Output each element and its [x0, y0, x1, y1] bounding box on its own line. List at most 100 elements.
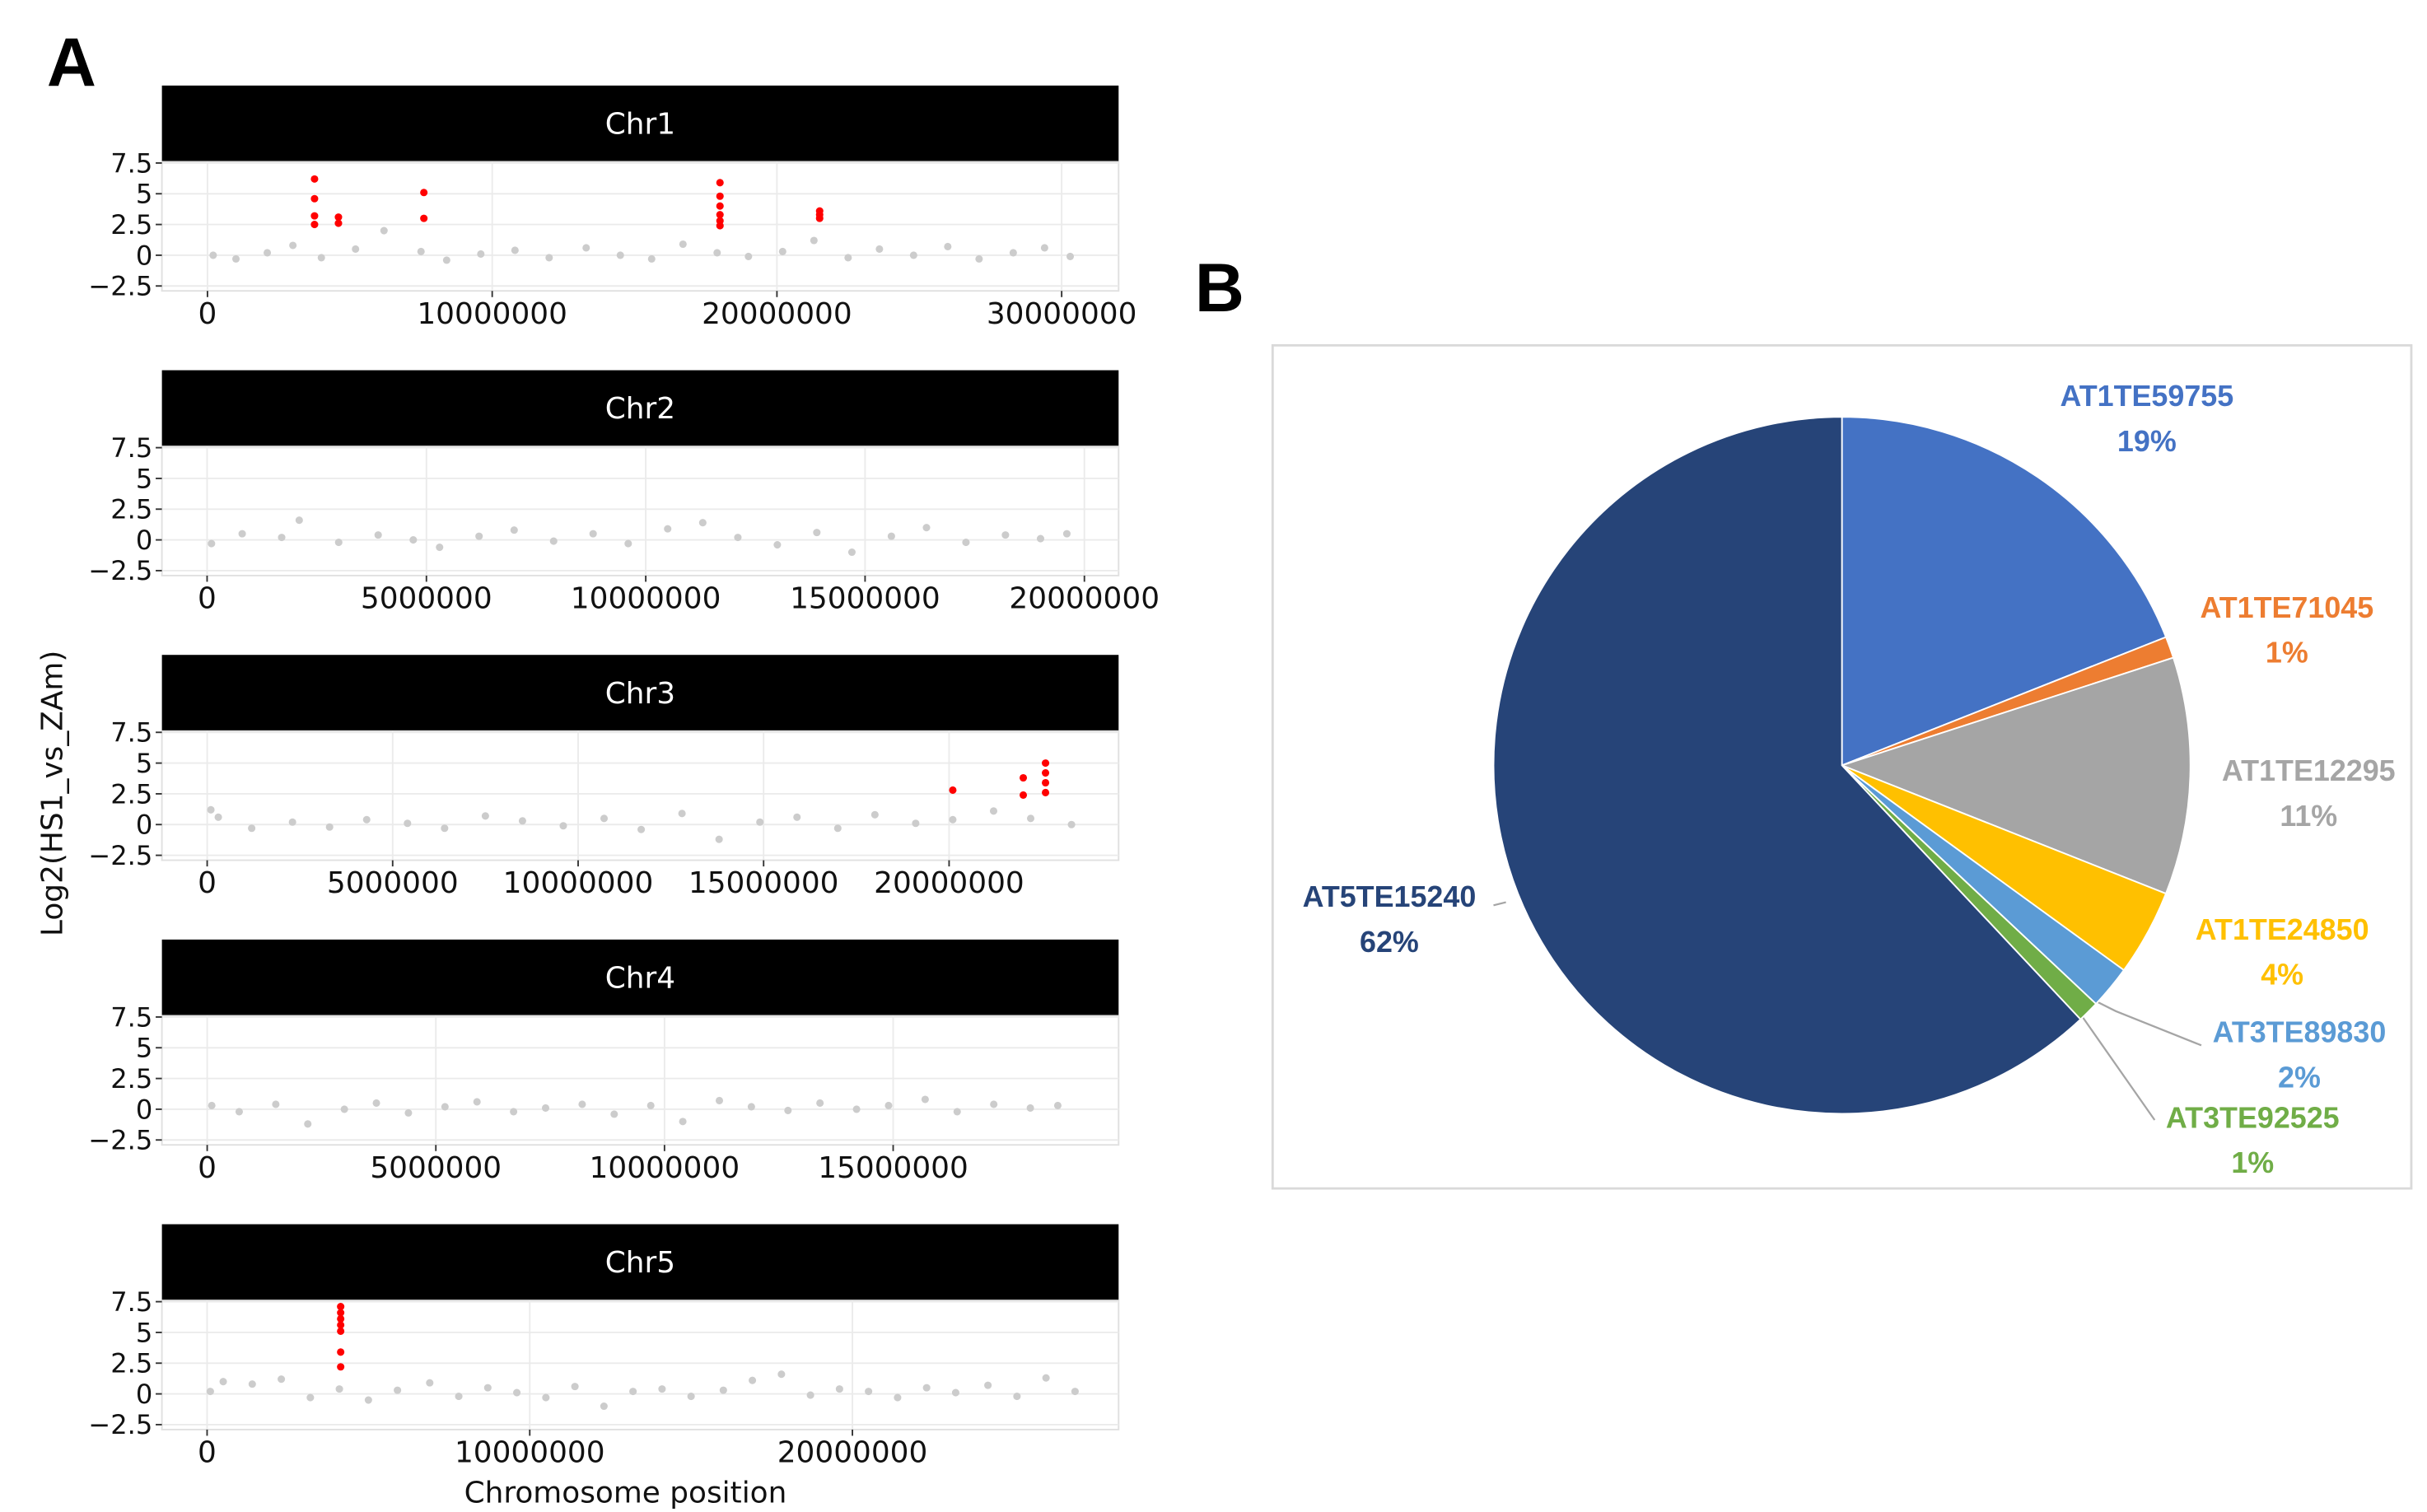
point — [404, 1108, 413, 1117]
point — [518, 817, 526, 825]
point — [716, 222, 724, 230]
point — [773, 541, 782, 549]
point — [477, 250, 485, 258]
pie-label-value: 62% — [1360, 926, 1419, 959]
point — [865, 1388, 873, 1396]
point — [989, 807, 998, 815]
point — [310, 212, 319, 220]
point — [1019, 791, 1028, 799]
point — [404, 819, 412, 828]
x-tick-label: 15000000 — [818, 1151, 968, 1185]
point — [844, 254, 852, 262]
point — [815, 214, 824, 222]
point — [616, 251, 624, 259]
point — [441, 824, 449, 833]
point — [749, 1376, 757, 1384]
point — [545, 254, 553, 262]
point — [589, 530, 597, 538]
point — [847, 548, 856, 557]
point — [417, 247, 425, 255]
point — [1062, 530, 1071, 538]
point — [436, 544, 444, 552]
pie-label-value: 1% — [2231, 1146, 2274, 1179]
point — [325, 823, 334, 831]
plot-area — [161, 1300, 1120, 1430]
point — [912, 819, 920, 828]
point — [310, 221, 319, 229]
point — [475, 532, 483, 540]
point — [483, 1384, 492, 1392]
pie-label-value: 2% — [2278, 1061, 2321, 1094]
panel-letter: A — [47, 24, 96, 100]
y-tick-label: −2.5 — [88, 1125, 152, 1156]
point — [870, 810, 879, 819]
point — [272, 1100, 280, 1108]
point — [610, 1110, 618, 1118]
point — [214, 813, 222, 821]
point — [278, 1375, 286, 1384]
pie-label-name: AT1TE12295 — [2222, 754, 2396, 787]
strip — [161, 370, 1119, 447]
point — [337, 1314, 345, 1323]
point — [778, 247, 786, 255]
point — [1042, 788, 1050, 796]
x-tick-label: 0 — [198, 582, 217, 616]
plot-area — [161, 446, 1120, 576]
point — [975, 254, 983, 263]
point — [1053, 1101, 1062, 1109]
point — [549, 537, 558, 545]
point — [1067, 820, 1076, 828]
point — [887, 532, 895, 540]
point — [582, 244, 590, 252]
point — [1042, 759, 1050, 768]
point — [624, 539, 632, 548]
point — [719, 1386, 727, 1394]
x-tick-label: 15000000 — [790, 582, 940, 616]
point — [306, 1393, 315, 1402]
point — [744, 252, 753, 260]
pie-label-name: AT1TE71045 — [2200, 591, 2373, 624]
y-tick-label: 2.5 — [110, 209, 152, 240]
strip-title: Chr3 — [605, 677, 675, 711]
point — [922, 524, 931, 532]
point — [337, 1348, 345, 1356]
pie-label-value: 4% — [2261, 959, 2303, 992]
point — [510, 526, 518, 534]
point — [658, 1385, 666, 1393]
point — [1013, 1393, 1021, 1401]
pie-label-value: 19% — [2117, 425, 2177, 458]
point — [884, 1101, 893, 1109]
point — [637, 825, 646, 833]
point — [352, 245, 360, 253]
point — [875, 245, 884, 253]
pie-label-name: AT3TE89830 — [2213, 1016, 2387, 1049]
point — [1066, 252, 1075, 260]
point — [511, 246, 519, 254]
point — [337, 1327, 345, 1335]
x-tick-label: 0 — [198, 1151, 217, 1185]
y-tick-label: 7.5 — [110, 717, 152, 749]
y-tick-label: −2.5 — [88, 271, 152, 302]
point — [949, 815, 957, 824]
x-tick-label: 30000000 — [987, 297, 1137, 331]
x-tick-label: 5000000 — [370, 1151, 502, 1185]
point — [334, 219, 343, 227]
pie-label-name: AT1TE59755 — [2060, 380, 2233, 413]
point — [1009, 249, 1017, 257]
point — [810, 236, 818, 245]
y-tick-label: 7.5 — [110, 432, 152, 464]
point — [600, 1402, 608, 1411]
point — [409, 536, 418, 544]
plot-area — [161, 730, 1120, 861]
point — [852, 1105, 861, 1113]
point — [208, 539, 216, 548]
point — [687, 1393, 695, 1401]
y-tick-label: 2.5 — [110, 1063, 152, 1094]
point — [833, 824, 842, 833]
point — [646, 1101, 655, 1109]
point — [248, 1380, 256, 1388]
point — [716, 179, 724, 187]
point — [288, 818, 296, 826]
x-tick-label: 10000000 — [455, 1436, 605, 1470]
